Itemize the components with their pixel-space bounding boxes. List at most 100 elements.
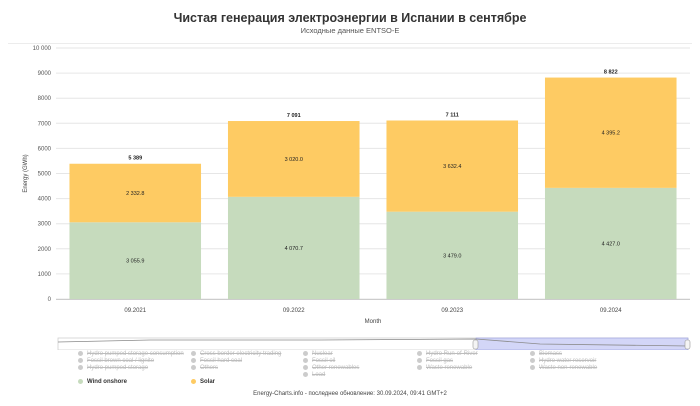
legend-item-label: Fossil oil (312, 358, 336, 365)
data-label: 3 055.9 (126, 259, 144, 265)
legend-item[interactable]: Wind onshore (78, 379, 127, 386)
data-label: 4 395.2 (602, 131, 620, 137)
legend-item-label: Fossil hard coal (200, 358, 243, 365)
legend-item[interactable]: Load (303, 372, 325, 379)
legend-item[interactable]: Hydro Run-of-River (417, 351, 478, 358)
x-tick-label: 09.2024 (600, 308, 622, 314)
legend-swatch-icon (417, 365, 422, 370)
navigator-left-handle[interactable] (472, 339, 479, 350)
legend-item-label: Other renewables (312, 365, 360, 372)
legend-item-label: Wind onshore (87, 379, 127, 386)
legend-item[interactable]: Biomass (530, 351, 562, 358)
y-axis-label: Energy (GWh) (23, 154, 29, 192)
legend-item[interactable]: Other renewables (303, 365, 359, 372)
data-label: 4 427.0 (602, 241, 620, 247)
data-label: 2 332.8 (126, 191, 144, 197)
x-tick-label: 09.2022 (283, 308, 305, 314)
data-label: 3 632.4 (443, 164, 461, 170)
legend-swatch-icon (530, 358, 535, 363)
data-label: 3 020.0 (285, 157, 303, 163)
y-tick-label: 0 (48, 297, 52, 303)
data-label: 3 479.0 (443, 253, 461, 259)
total-label: 5 389 (128, 156, 142, 162)
y-tick-label: 5000 (38, 172, 52, 178)
legend-swatch-icon (191, 351, 196, 356)
legend-swatch-icon (191, 365, 196, 370)
legend-item-label: Biomass (539, 351, 563, 358)
navigator-series-line (57, 338, 689, 347)
legend-swatch-icon (417, 351, 422, 356)
legend-item-label: Waste renewable (426, 365, 473, 372)
legend-item-label: Load (312, 372, 326, 379)
y-tick-label: 10 000 (33, 46, 52, 52)
x-axis-label: Month (365, 319, 382, 325)
bar-wind-onshore (227, 196, 360, 299)
legend-item-label: Waste non-renewable (539, 365, 598, 372)
total-label: 7 111 (446, 113, 459, 119)
chart-top-border (8, 43, 692, 44)
y-tick-label: 7000 (38, 121, 52, 127)
y-tick-label: 4000 (38, 197, 52, 203)
legend-swatch-icon (530, 365, 535, 370)
legend-item[interactable]: Waste renewable (417, 365, 472, 372)
legend-item-label: Fossil gas (426, 358, 454, 365)
legend-swatch-icon (191, 358, 196, 363)
legend-item[interactable]: Hydro pumped storage (78, 365, 148, 372)
legend-item-label: Hydro pumped storage (87, 365, 149, 372)
legend-item[interactable]: Hydro water reservoir (530, 358, 596, 365)
bar-solar (227, 121, 360, 197)
bar-wind-onshore (69, 222, 202, 299)
y-tick-label: 3000 (38, 222, 52, 228)
legend-item[interactable]: Nuclear (303, 351, 333, 358)
legend-swatch-icon (530, 351, 535, 356)
legend-swatch-icon (303, 365, 308, 370)
chart-title: Чистая генерация электроэнергии в Испани… (173, 11, 527, 25)
navigator-selection[interactable] (475, 337, 689, 350)
footer-attribution: Energy-Charts.info - последнее обновлени… (253, 391, 447, 397)
y-tick-label: 8000 (38, 96, 52, 102)
y-tick-label: 9000 (38, 71, 52, 77)
legend-item-label: Fossil brown coal / lignite (87, 358, 155, 365)
legend-item[interactable]: Hydro pumped storage consumption (78, 351, 184, 358)
legend-swatch-icon (78, 358, 83, 363)
legend-swatch-icon (78, 379, 83, 384)
y-tick-label: 2000 (38, 247, 52, 253)
legend-item[interactable]: Fossil oil (303, 358, 335, 365)
legend-swatch-icon (417, 358, 422, 363)
legend-swatch-icon (78, 365, 83, 370)
y-tick-label: 1000 (38, 272, 52, 278)
legend-item-label: Cross border electricity trading (200, 351, 282, 358)
legend-swatch-icon (303, 351, 308, 356)
bar-solar (386, 120, 519, 212)
legend-item[interactable]: Fossil brown coal / lignite (78, 358, 154, 365)
legend-item[interactable]: Fossil hard coal (191, 358, 242, 365)
chart-subtitle: Исходные данные ENTSO-E (300, 26, 400, 35)
bar-solar (544, 77, 677, 188)
legend-swatch-icon (78, 351, 83, 356)
bar-wind-onshore (544, 187, 677, 299)
legend-item[interactable]: Others (191, 365, 218, 372)
legend-item-label: Solar (200, 379, 216, 386)
chart-plot: 0 1000 2000 3000 4000 5000 6000 7000 8000 9000 10 … (23, 46, 691, 350)
data-label: 4 070.7 (285, 246, 303, 252)
x-tick-label: 09.2021 (124, 308, 146, 314)
total-label: 7 091 (287, 113, 301, 119)
legend-swatch-icon (303, 372, 308, 377)
bar-wind-onshore (386, 211, 519, 299)
legend-item-label: Others (200, 365, 219, 372)
y-tick-label: 6000 (38, 146, 52, 152)
legend-item[interactable]: Solar (191, 379, 215, 386)
legend-item-label: Nuclear (312, 351, 333, 358)
legend-item-label: Hydro Run-of-River (426, 351, 478, 358)
bar-solar (69, 163, 202, 223)
legend-item[interactable]: Fossil gas (417, 358, 453, 365)
legend-swatch-icon (191, 379, 196, 384)
legend-item-label: Hydro pumped storage consumption (87, 351, 184, 358)
legend-item[interactable]: Cross border electricity trading (191, 351, 281, 358)
legend-swatch-icon (303, 358, 308, 363)
legend-item-label: Hydro water reservoir (539, 358, 597, 365)
x-tick-label: 09.2023 (441, 308, 463, 314)
legend-item[interactable]: Waste non-renewable (530, 365, 597, 372)
total-label: 8 822 (604, 70, 618, 76)
navigator-right-handle[interactable] (684, 339, 691, 350)
